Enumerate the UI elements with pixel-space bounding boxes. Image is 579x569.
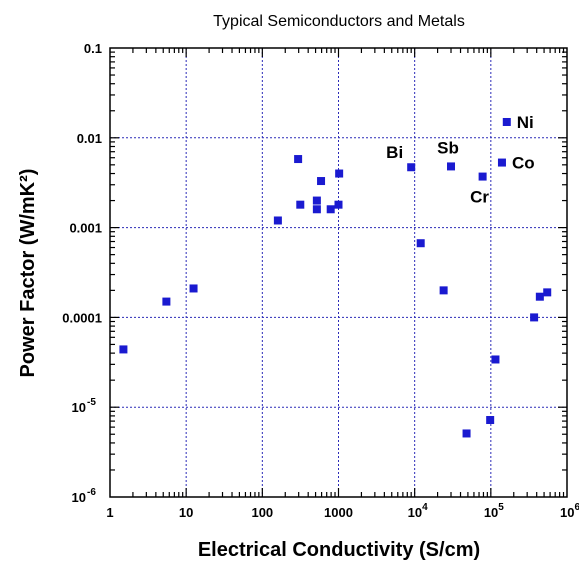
data-point	[416, 239, 425, 248]
x-axis-title: Electrical Conductivity (S/cm)	[198, 539, 480, 561]
data-point	[486, 416, 495, 425]
y-tick-label-exponent: -5	[87, 397, 96, 408]
y-tick-label: 0.01	[77, 131, 102, 146]
x-tick-label: 1	[106, 505, 113, 520]
data-point	[294, 155, 303, 164]
tick-labels-layer: 1 10 100 1000 104 105 1060.10.010.0010.000110-…	[62, 41, 579, 520]
x-tick-label: 105	[484, 502, 504, 520]
data-point	[530, 313, 539, 322]
x-tick-label-exponent: 5	[498, 502, 504, 513]
data-point	[535, 292, 544, 301]
data-point	[447, 162, 456, 171]
data-point	[312, 205, 321, 214]
data-point	[317, 177, 326, 186]
point-annotation: Ni	[517, 113, 534, 132]
data-point	[326, 205, 335, 214]
x-tick-label: 1000	[324, 505, 353, 520]
point-annotation: Sb	[437, 138, 459, 157]
data-point	[439, 286, 448, 295]
data-point	[543, 288, 552, 297]
data-point	[491, 355, 500, 364]
point-annotation: Cr	[470, 188, 489, 207]
data-point	[478, 172, 487, 181]
chart-title: Typical Semiconductors and Metals	[213, 13, 465, 30]
data-point	[334, 200, 343, 209]
data-point	[189, 284, 198, 293]
ticks-layer	[110, 48, 567, 497]
y-tick-label-exponent: -6	[87, 487, 96, 498]
data-point	[119, 345, 128, 354]
x-tick-label: 104	[408, 502, 428, 520]
y-tick-label: 0.0001	[62, 310, 102, 325]
data-point	[162, 297, 171, 306]
y-tick-label: 0.1	[84, 41, 102, 56]
grid-layer	[110, 48, 567, 497]
x-tick-label: 100	[251, 505, 273, 520]
data-point	[407, 163, 416, 172]
data-points-layer	[119, 117, 552, 438]
point-annotation: Bi	[386, 143, 403, 162]
point-annotation: Co	[512, 154, 535, 173]
y-axis-title: Power Factor (W/mK²)	[17, 169, 39, 378]
y-tick-label: 10	[72, 400, 86, 415]
data-point	[462, 429, 471, 438]
data-point	[296, 200, 305, 209]
data-point	[502, 117, 511, 126]
data-point	[335, 169, 344, 178]
data-point	[312, 196, 321, 205]
annotations-layer: Bi Sb Cr Co Ni	[386, 113, 534, 207]
x-tick-label: 106	[560, 502, 579, 520]
y-tick-label: 10	[72, 490, 86, 505]
y-tick-label: 0.001	[69, 221, 102, 236]
x-tick-label-exponent: 6	[574, 502, 579, 513]
x-tick-label-exponent: 4	[422, 502, 428, 513]
data-point	[273, 216, 282, 225]
data-point	[497, 158, 506, 167]
x-tick-label: 10	[179, 505, 193, 520]
